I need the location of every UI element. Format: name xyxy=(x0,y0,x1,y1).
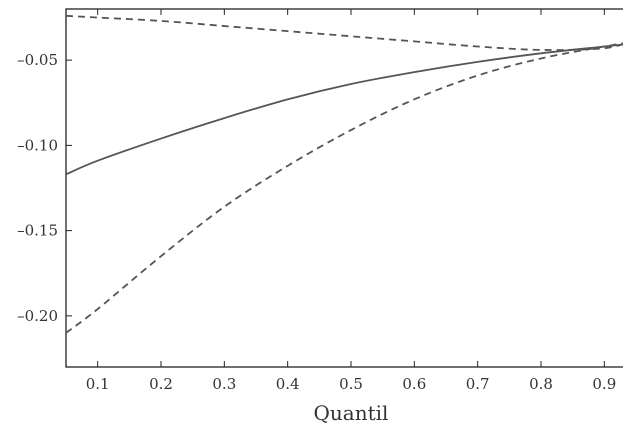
x-axis-ticks: 0.1 0.2 0.3 0.4 0.5 0.6 0.7 0.8 0.9 xyxy=(86,9,616,393)
plot-frame xyxy=(65,8,623,368)
series-line-solid xyxy=(65,43,623,176)
x-tick-label: 0.1 xyxy=(86,375,110,393)
y-tick-label: –0.15 xyxy=(17,222,58,240)
y-tick-label: –0.10 xyxy=(17,136,58,154)
x-tick-label: 0.2 xyxy=(149,375,173,393)
series-line-dashed-upper xyxy=(65,14,623,51)
y-tick-label: –0.20 xyxy=(17,307,58,325)
x-tick-label: 0.9 xyxy=(592,375,616,393)
y-axis-ticks: –0.05 –0.10 –0.15 –0.20 xyxy=(17,51,72,325)
series-layer xyxy=(65,14,623,334)
x-tick-label: 0.5 xyxy=(339,375,363,393)
x-tick-label: 0.6 xyxy=(402,375,426,393)
x-tick-label: 0.3 xyxy=(212,375,236,393)
series-line-dashed-lower xyxy=(65,42,623,334)
x-tick-label: 0.4 xyxy=(276,375,300,393)
y-tick-label: –0.05 xyxy=(17,51,58,69)
x-tick-label: 0.7 xyxy=(466,375,490,393)
x-axis-title: Quantil xyxy=(314,401,389,425)
x-tick-label: 0.8 xyxy=(529,375,553,393)
